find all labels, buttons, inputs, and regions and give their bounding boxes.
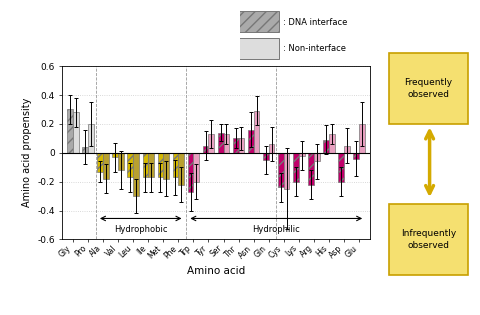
Bar xyxy=(224,134,229,153)
Bar xyxy=(299,153,304,156)
Text: Hydrophobic: Hydrophobic xyxy=(114,225,168,234)
Bar xyxy=(157,153,163,177)
Bar xyxy=(359,124,365,153)
Bar xyxy=(128,153,133,177)
Y-axis label: Amino acid propensity: Amino acid propensity xyxy=(22,98,32,208)
Bar xyxy=(253,111,259,153)
FancyBboxPatch shape xyxy=(239,38,279,59)
Bar xyxy=(103,153,109,179)
Bar xyxy=(143,153,148,177)
Bar xyxy=(148,153,154,177)
Bar xyxy=(173,153,179,177)
Bar xyxy=(278,153,284,187)
Bar xyxy=(112,153,118,157)
Bar xyxy=(308,153,314,185)
FancyBboxPatch shape xyxy=(239,11,279,32)
Bar xyxy=(218,133,224,153)
Bar xyxy=(284,153,289,189)
Text: Frequently
observed: Frequently observed xyxy=(404,78,453,99)
Bar xyxy=(344,146,350,153)
Bar xyxy=(239,138,244,153)
FancyBboxPatch shape xyxy=(389,204,468,275)
Bar xyxy=(203,146,208,153)
Text: : Non-interface: : Non-interface xyxy=(283,44,346,53)
Bar xyxy=(314,153,320,161)
Bar xyxy=(233,138,239,153)
Text: Infrequently
observed: Infrequently observed xyxy=(401,229,456,250)
Bar xyxy=(269,144,275,153)
Bar xyxy=(163,153,169,179)
Bar xyxy=(293,153,299,182)
Bar xyxy=(88,124,94,153)
X-axis label: Amino acid: Amino acid xyxy=(187,266,245,276)
Bar xyxy=(329,134,335,153)
Bar xyxy=(133,153,139,196)
Bar xyxy=(73,112,79,153)
Bar xyxy=(323,140,329,153)
Bar xyxy=(67,109,73,153)
Bar xyxy=(263,153,269,160)
Bar xyxy=(353,153,359,158)
Bar xyxy=(208,134,214,153)
Bar xyxy=(193,153,199,182)
Bar xyxy=(118,153,124,170)
FancyBboxPatch shape xyxy=(389,53,468,124)
Text: Hydrophilic: Hydrophilic xyxy=(252,225,300,234)
Text: : DNA interface: : DNA interface xyxy=(283,18,348,27)
Bar xyxy=(188,153,193,192)
Bar xyxy=(179,153,184,185)
Bar xyxy=(338,153,344,182)
Bar xyxy=(97,153,103,172)
Bar xyxy=(82,147,88,153)
Bar xyxy=(248,130,253,153)
